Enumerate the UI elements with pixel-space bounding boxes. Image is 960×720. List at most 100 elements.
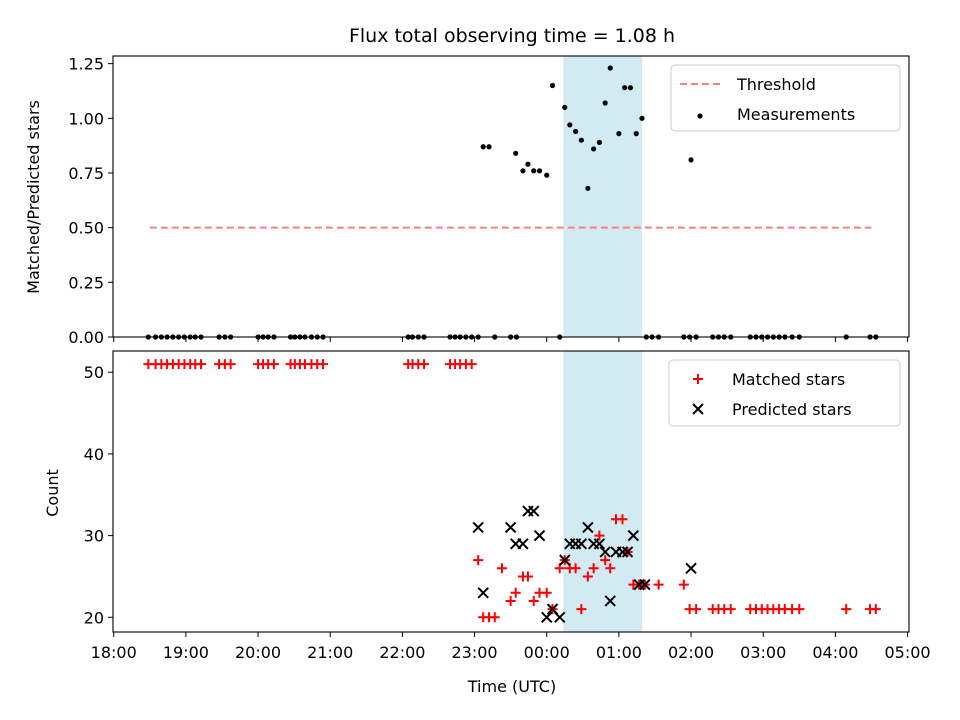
y-axis-label-count: Count [43, 469, 62, 517]
legend-box [670, 64, 901, 132]
measurement-point [520, 168, 526, 174]
matched-star-point [600, 555, 611, 566]
matched-star-point [419, 359, 430, 370]
matched-star-point [466, 359, 477, 370]
matched-star-point [510, 587, 521, 598]
x-tick-label: 03:00 [740, 643, 786, 662]
matched-star-point [225, 359, 236, 370]
y-tick-label: 0.50 [68, 219, 104, 238]
predicted-star-point [504, 521, 517, 534]
measurement-point [616, 131, 622, 137]
matched-star-point [522, 571, 533, 582]
matched-star-point [725, 604, 736, 615]
y-tick-label: 40 [84, 445, 104, 464]
legend-label: Threshold [736, 75, 816, 94]
x-tick-label: 05:00 [885, 643, 931, 662]
measurement-point [688, 157, 694, 163]
matched-star-point [196, 359, 207, 370]
x-axis-label: Time (UTC) [467, 677, 556, 696]
matched-star-point [582, 571, 593, 582]
measurement-point [607, 65, 613, 71]
matched-star-point [570, 563, 581, 574]
matched-star-point [617, 514, 628, 525]
x-tick-label: 01:00 [596, 643, 642, 662]
y-tick-label: 0.75 [68, 164, 104, 183]
x-tick-label: 22:00 [379, 643, 425, 662]
matched-star-point [496, 563, 507, 574]
matched-star-point [870, 604, 881, 615]
plot-frame [112, 350, 910, 633]
predicted-star-point [477, 587, 489, 599]
count-panel: 20 30 40 50 18:00 19:00 20:00 21:00 22:00 23:00 00… [84, 350, 931, 662]
ratio-panel: 0.00 0.25 0.50 0.75 1.00 1.25 Threshold Measure… [68, 55, 910, 347]
measurement-point [480, 144, 486, 150]
y-tick-label: 50 [84, 363, 104, 382]
predicted-star-point [533, 529, 546, 542]
legend-label: Matched stars [732, 370, 845, 389]
y-tick-label: 1.25 [68, 55, 104, 74]
matched-star-point [588, 563, 599, 574]
observing-span [563, 351, 642, 632]
y-tick-label: 0.25 [68, 273, 104, 292]
predicted-star-point [599, 546, 611, 558]
matched-star-point [653, 579, 664, 590]
measurement-point [622, 85, 628, 91]
measurement-point [591, 146, 597, 152]
x-tick-label: 02:00 [668, 643, 714, 662]
measurement-point [578, 137, 584, 143]
matched-star-point [594, 530, 605, 541]
y-tick-label: 0.00 [68, 328, 104, 347]
measurement-point [567, 122, 573, 128]
predicted-star-point [528, 505, 540, 517]
measurement-point [596, 139, 603, 145]
matched-star-point [528, 595, 539, 606]
legend-label: Measurements [737, 105, 855, 124]
legend-box [668, 359, 901, 427]
matched-star-point [605, 563, 616, 574]
matched-star-point [841, 604, 852, 615]
predicted-star-point [685, 562, 697, 574]
measurement-point [572, 128, 579, 135]
matched-star-point [268, 359, 279, 370]
predicted-star-point [582, 521, 594, 534]
matched-star-point [318, 359, 329, 370]
x-tick-label: 04:00 [812, 643, 858, 662]
measurement-point [544, 172, 550, 178]
predicted-star-point [575, 538, 588, 550]
measurement-point [633, 131, 639, 137]
measurement-point [525, 161, 531, 167]
measurement-point [639, 115, 645, 121]
predicted-star-point [554, 611, 566, 624]
predicted-star-point [604, 595, 616, 607]
matched-star-point [678, 579, 689, 590]
measurement-point [585, 185, 591, 191]
matched-star-point [505, 595, 516, 606]
y-tick-label: 20 [84, 608, 104, 627]
y-tick-label: 1.00 [68, 109, 104, 128]
measurement-point [513, 150, 519, 156]
legend-matched-swatch [693, 374, 703, 384]
matched-star-point [691, 604, 702, 615]
matched-star-point [541, 587, 552, 598]
measurement-point [549, 82, 556, 89]
y-axis-label-ratio: Matched/Predicted stars [24, 100, 43, 294]
measurement-point [602, 100, 608, 106]
measurement-point [531, 168, 537, 174]
x-tick-label: 18:00 [91, 643, 137, 662]
predicted-star-point [639, 578, 651, 591]
predicted-star-point [616, 546, 629, 558]
legend-measurement-swatch [697, 113, 703, 119]
predicted-star-point [559, 554, 571, 566]
measurement-point [536, 168, 543, 174]
chart-title: Flux total observing time = 1.08 h [349, 25, 675, 47]
plot-frame [112, 55, 910, 338]
predicted-star-point [621, 546, 634, 558]
matched-star-point [489, 612, 500, 623]
x-tick-label: 21:00 [307, 643, 353, 662]
measurement-point [627, 85, 634, 91]
matched-star-point [794, 604, 805, 615]
predicted-star-point [627, 529, 640, 542]
observing-span [563, 56, 642, 337]
y-tick-label: 30 [84, 527, 104, 546]
